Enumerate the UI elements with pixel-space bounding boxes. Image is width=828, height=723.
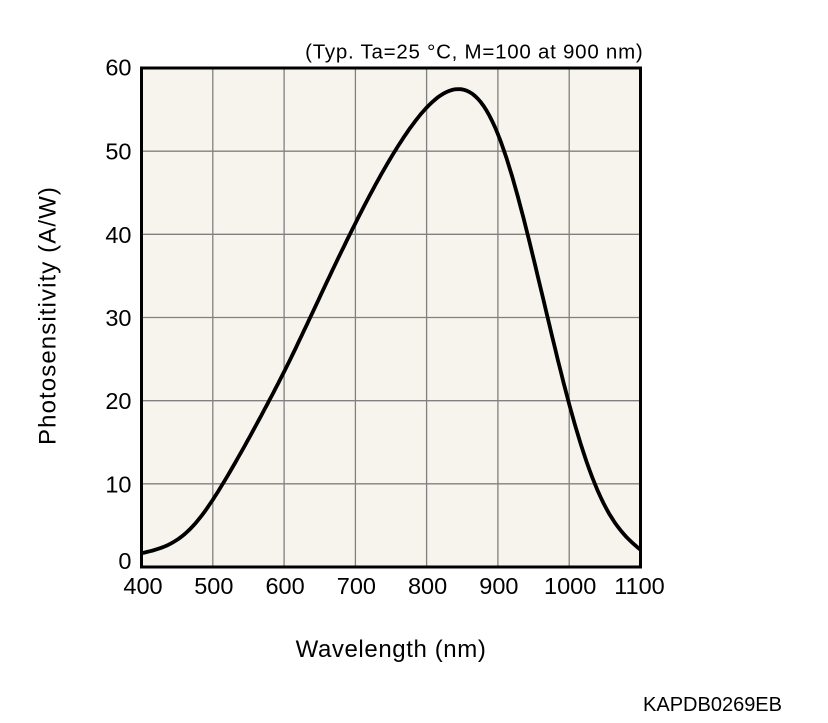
svg-text:Photosensitivity (A/W): Photosensitivity (A/W) [35,186,62,445]
svg-text:800: 800 [408,573,447,599]
svg-text:400: 400 [123,573,162,599]
svg-text:0: 0 [118,548,131,574]
svg-text:1000: 1000 [544,573,596,599]
svg-text:1100: 1100 [614,573,665,599]
svg-text:30: 30 [105,305,131,331]
svg-text:50: 50 [105,139,131,165]
svg-text:40: 40 [105,222,131,248]
svg-text:700: 700 [337,573,376,599]
svg-text:500: 500 [194,573,233,599]
svg-text:900: 900 [479,573,518,599]
svg-text:20: 20 [105,388,131,414]
svg-text:Wavelength (nm): Wavelength (nm) [296,636,487,663]
svg-text:10: 10 [105,471,131,497]
svg-text:600: 600 [265,573,304,599]
svg-text:KAPDB0269EB: KAPDB0269EB [643,694,782,716]
svg-text:60: 60 [105,55,131,81]
svg-text:(Typ. Ta=25 °C, M=100 at 900 n: (Typ. Ta=25 °C, M=100 at 900 nm) [305,40,643,63]
